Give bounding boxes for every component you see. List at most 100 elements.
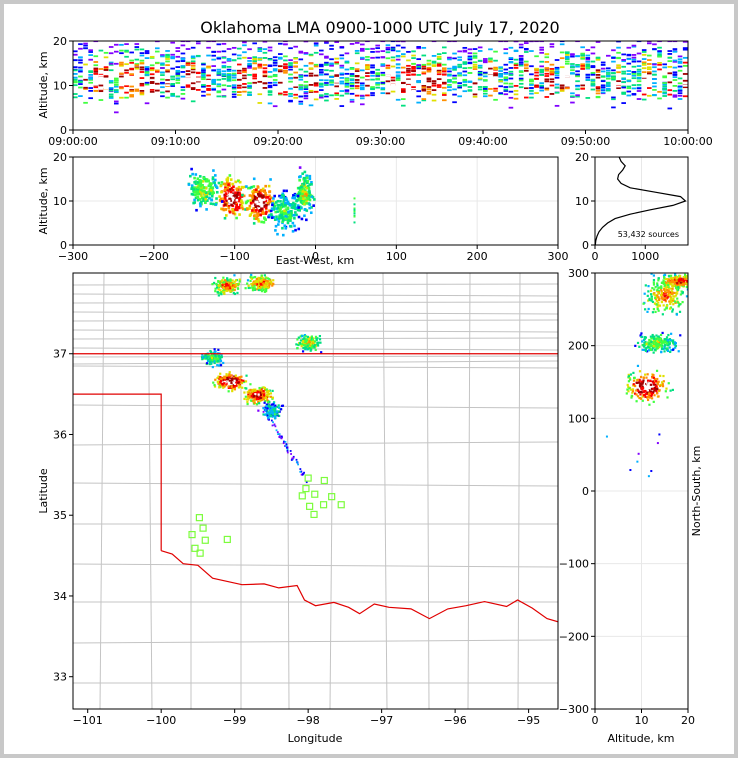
ew-height-source — [308, 177, 312, 181]
ns-height-source — [659, 337, 663, 340]
time-height-source — [631, 73, 637, 75]
ew-height-source — [297, 186, 301, 190]
time-height-source — [98, 49, 104, 52]
ns-height-source — [646, 373, 649, 376]
x-tick-label: 09:30:00 — [356, 135, 405, 148]
plan-view-source — [249, 388, 252, 392]
time-height-source — [472, 93, 478, 96]
time-height-source — [524, 63, 529, 66]
time-height-source — [231, 76, 237, 79]
plan-view-source — [228, 379, 231, 382]
time-height-source — [524, 48, 529, 51]
time-height-source — [165, 55, 170, 58]
time-height-source — [165, 79, 170, 81]
time-height-source — [298, 68, 304, 71]
time-height-source — [242, 74, 247, 77]
time-height-source — [155, 50, 160, 53]
time-height-source — [401, 71, 406, 74]
time-height-source — [139, 54, 145, 57]
ew-height-source — [190, 167, 193, 171]
time-height-source — [647, 54, 652, 57]
plan-view-source — [233, 379, 236, 382]
time-height-xticks: 09:00:00 09:10:00 09:20:00 09:30:00 09:40:00… — [48, 130, 713, 148]
ns-height-source — [643, 343, 647, 347]
time-height-source — [657, 76, 662, 78]
time-height-source — [360, 86, 365, 89]
time-height-source — [119, 52, 124, 55]
ns-height-source — [629, 373, 633, 376]
time-height-source — [426, 68, 432, 71]
plan-view-source — [273, 413, 276, 416]
ns-height-source — [645, 342, 648, 345]
time-height-source — [334, 80, 339, 83]
county-line — [147, 273, 153, 709]
ew-height-source — [230, 203, 233, 207]
plan-view-source — [312, 340, 315, 343]
time-height-source — [170, 95, 175, 97]
time-height-source — [114, 79, 119, 82]
time-height-source — [165, 60, 170, 63]
time-height-source — [144, 83, 150, 86]
plan-view-source — [214, 355, 217, 358]
lma-station-marker — [199, 524, 207, 532]
plan-view-source — [227, 288, 231, 291]
time-height-source — [221, 95, 227, 98]
time-height-source — [83, 88, 88, 90]
plan-view-source — [263, 278, 266, 281]
plan-view-source — [269, 408, 272, 411]
time-height-source — [421, 72, 427, 75]
ew-height-source — [267, 184, 271, 188]
time-height-source — [344, 60, 350, 63]
time-height-source — [308, 53, 314, 56]
ns-height-source — [635, 393, 638, 396]
plan-view-source — [316, 341, 319, 345]
time-height-source — [360, 47, 365, 50]
ns-height-source — [636, 341, 640, 345]
plan-view-source — [268, 277, 271, 281]
ns-height-source — [668, 343, 671, 346]
ns-height-source — [643, 385, 646, 388]
time-height-source — [426, 90, 432, 93]
time-height-source — [677, 82, 683, 85]
time-height-source — [160, 71, 165, 74]
ns-height-source — [657, 279, 660, 282]
time-height-source — [559, 43, 565, 46]
ew-height-source — [262, 201, 266, 204]
ew-height-source — [259, 194, 263, 197]
time-height-source — [647, 59, 652, 61]
ns-height-source — [627, 375, 631, 378]
time-height-source — [390, 49, 396, 52]
ew-height-source — [222, 204, 226, 207]
time-height-source — [339, 57, 345, 60]
plan-view-source — [233, 280, 236, 283]
county-line — [73, 563, 558, 568]
time-height-source — [390, 79, 396, 82]
time-height-source — [78, 75, 83, 78]
plan-view-source — [262, 407, 265, 410]
time-height-source — [334, 62, 339, 65]
time-height-source — [103, 87, 109, 90]
ew-height-source — [270, 207, 274, 210]
time-height-source — [160, 55, 165, 58]
ew-height-source — [212, 202, 215, 206]
plan-view-source — [266, 394, 269, 397]
plan-view-source — [254, 282, 257, 286]
ew-height-source — [291, 221, 295, 225]
ns-height-source — [663, 282, 666, 285]
ns-height-source — [679, 334, 682, 337]
ew-height-source — [230, 195, 233, 198]
ew-height-source — [253, 190, 257, 194]
time-height-source — [606, 69, 611, 72]
time-height-source — [580, 54, 585, 57]
plan-view-source — [219, 364, 223, 367]
time-height-source — [83, 78, 88, 81]
plan-view-source — [222, 281, 225, 284]
plan-view-source — [213, 384, 216, 387]
plan-view-source — [209, 349, 212, 353]
time-height-source — [354, 85, 360, 87]
ew-height-source — [299, 175, 302, 178]
time-height-source — [370, 56, 375, 59]
ns-height-source — [674, 286, 678, 289]
time-height-source — [426, 63, 432, 66]
